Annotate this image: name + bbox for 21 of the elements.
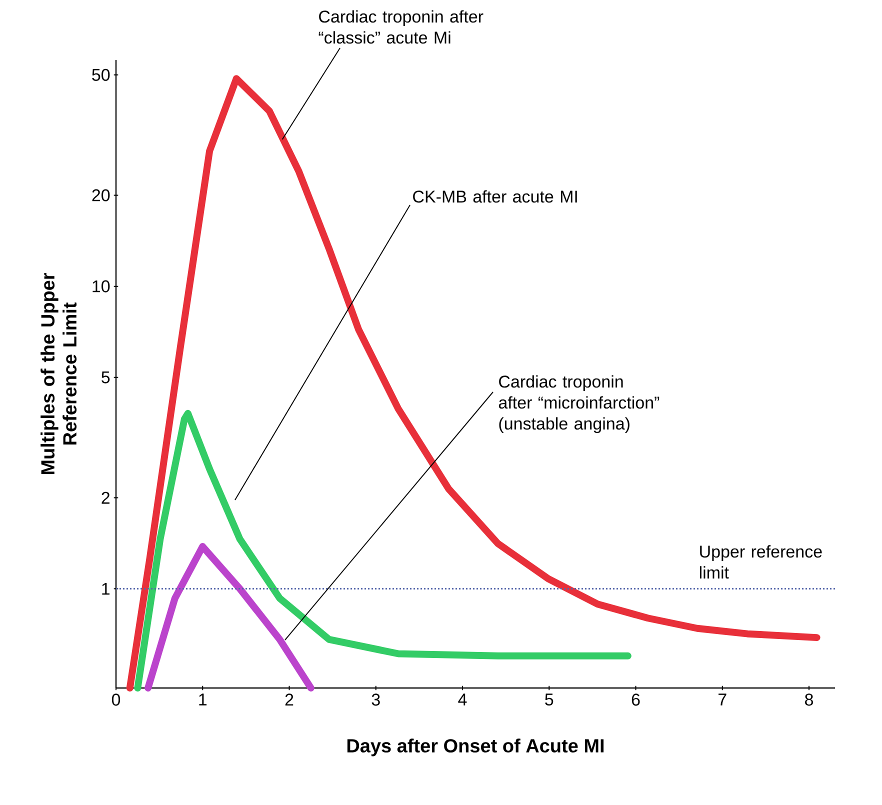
- x-tick-label: 8: [805, 694, 814, 706]
- ref-line-label: Upper reference limit: [700, 545, 822, 579]
- y-tick-label: 50: [92, 68, 110, 81]
- annotation: Cardiac troponin after “microinfarction” (unstable angina): [498, 375, 660, 434]
- x-tick-label: 0: [112, 694, 120, 706]
- y-tick-label: 20: [92, 189, 110, 202]
- x-tick-label: 1: [199, 694, 207, 706]
- y-tick-label: 10: [92, 280, 110, 292]
- x-tick-label: 2: [285, 694, 294, 706]
- annotation: CK-MB after acute MI: [413, 190, 577, 203]
- x-tick-label: 4: [458, 694, 467, 706]
- x-tick-label: 7: [718, 694, 726, 706]
- x-axis-title: Days after Onset of Acute MI: [347, 738, 604, 756]
- x-tick-label: 5: [545, 694, 554, 706]
- y-tick-label: 5: [102, 371, 110, 384]
- x-tick-label: 6: [632, 694, 640, 706]
- annotation: Cardiac troponin after “classic” acute Mi: [318, 10, 484, 44]
- y-tick-label: 2: [102, 492, 110, 504]
- y-tick-label: 1: [102, 582, 110, 595]
- y-axis-title: Multiples of the Upper Reference Limit: [40, 272, 77, 474]
- x-tick-label: 3: [372, 694, 380, 706]
